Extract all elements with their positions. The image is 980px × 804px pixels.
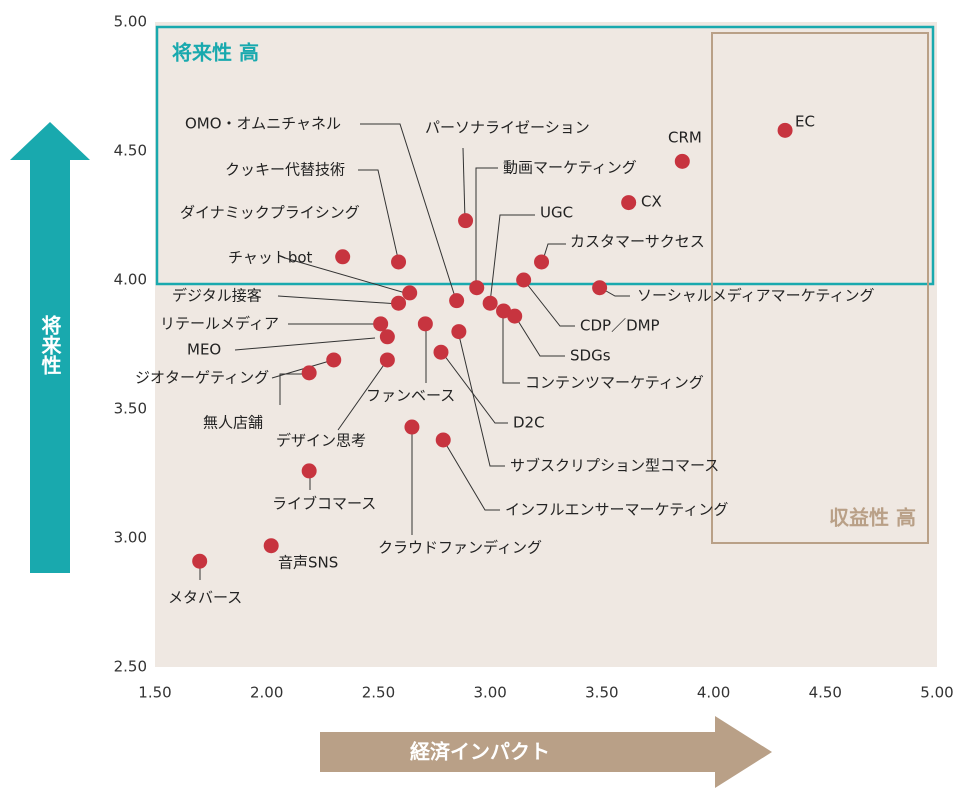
point [507,308,523,324]
point-label: サブスクリプション型コマース [510,457,719,475]
point [379,352,395,368]
point-label: コンテンツマーケティング [525,374,704,392]
point [435,432,451,448]
point-label: 音声SNS [278,554,338,572]
point [621,195,637,211]
x-tick-label: 1.50 [138,684,171,702]
point [534,254,550,270]
point-label: インフルエンサーマーケティング [505,501,728,519]
point [449,293,465,309]
point [301,463,317,479]
plot-area [155,22,937,667]
point [592,280,608,296]
y-tick-label: 2.50 [114,658,147,676]
point [373,316,389,332]
point [496,303,512,319]
point-label: CRM [668,129,702,147]
x-tick-label: 3.00 [473,684,506,702]
x-tick-label: 2.50 [362,684,395,702]
y-tick-label: 5.00 [114,13,147,31]
point [404,419,420,435]
leader-line [462,147,466,221]
point-label: CX [641,193,662,211]
leader-line [271,359,334,379]
leader-line [522,278,575,327]
point [469,280,485,296]
point-label: D2C [513,414,545,432]
point [335,249,351,265]
point [192,553,208,569]
point [516,272,532,288]
y-tick-label: 4.00 [114,271,147,289]
point-label: ソーシャルメディアマーケティング [637,287,874,305]
y-tick-label: 4.50 [114,142,147,160]
x-tick-label: 4.50 [809,684,842,702]
leader-line [360,123,457,301]
point-label: パーソナライゼーション [425,119,590,137]
leader-line [234,337,376,351]
leader-line [514,315,565,357]
point-label: ライブコマース [272,495,376,513]
x-tick-label: 3.50 [585,684,618,702]
point-label: 動画マーケティング [503,159,637,177]
point [391,254,407,270]
x-label: 経済インパクト [410,740,550,764]
zone-box [711,32,929,544]
point [777,122,793,138]
point-label: デザイン思考 [276,432,366,450]
zone-label: 将来性 高 [172,41,259,65]
y-tick-label: 3.00 [114,529,147,547]
point [402,285,418,301]
point-label: ジオターゲティング [135,369,269,387]
point-label: クラウドファンディング [378,539,542,557]
point-label: ファンベース [366,387,455,405]
y-arrow [10,122,90,573]
x-tick-label: 4.00 [697,684,730,702]
zone-label: 収益性 高 [829,506,916,530]
point-label: デジタル接客 [172,287,262,305]
x-arrow [320,716,772,788]
leader-line [502,311,520,384]
x-tick-label: 2.00 [250,684,283,702]
point-label: カスタマーサクセス [570,233,705,251]
point [301,365,317,381]
point-label: 無人店舗 [203,414,263,432]
point-label: メタバース [168,589,242,607]
point-label: SDGs [570,347,611,365]
point [451,324,467,340]
point-label: CDP／DMP [580,317,660,335]
point [417,316,433,332]
leader-line [443,440,500,511]
leader-line [337,358,389,431]
point-label: EC [795,113,815,131]
leader-line [358,169,400,264]
point-label: クッキー代替技術 [225,161,345,179]
leader-line [284,257,410,295]
point [458,213,474,229]
leader-line [277,295,400,305]
x-tick-label: 5.00 [920,684,953,702]
point [263,538,279,554]
y-label: 将来性 [38,314,62,376]
leader-line [279,373,310,405]
point-label: MEO [187,341,221,359]
y-tick-label: 3.50 [114,400,147,418]
point-label: リテールメディア [160,315,279,333]
point-label: ダイナミックプライシング [180,204,360,222]
point [391,295,407,311]
leader-line [440,350,508,424]
leader-line [457,330,505,467]
point [379,329,395,345]
point-label: チャットbot [228,249,313,267]
zone-box [155,25,935,286]
leader-line [489,214,535,304]
point [433,344,449,360]
point-label: OMO・オムニチャネル [185,115,341,133]
point [326,352,342,368]
leader-line [475,167,498,287]
point [674,153,690,169]
point [482,295,498,311]
point-label: UGC [540,204,573,222]
